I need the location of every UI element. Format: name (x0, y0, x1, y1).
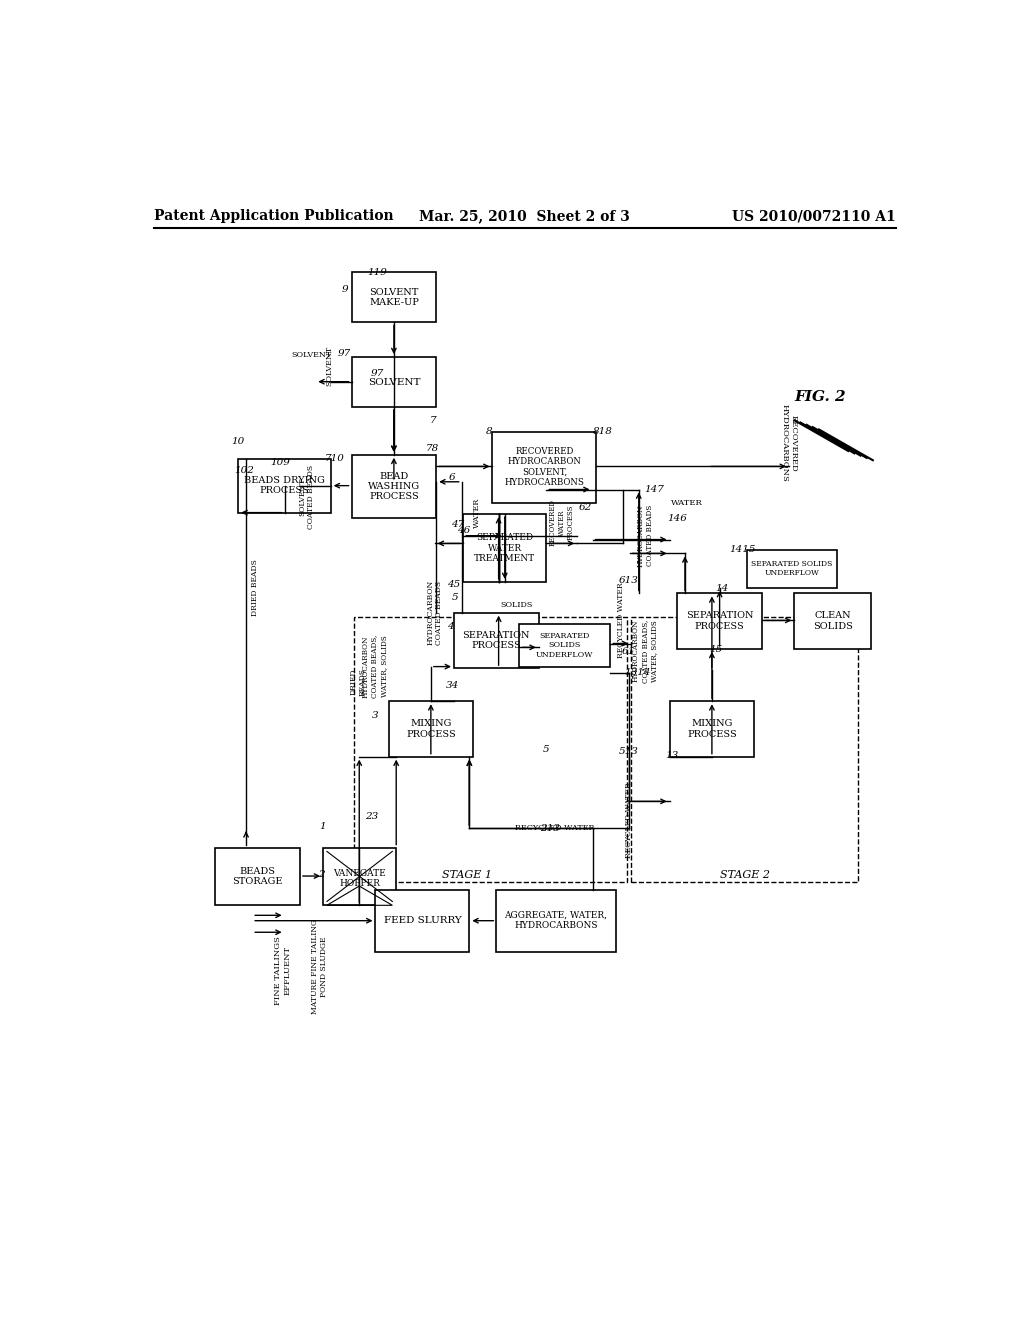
Text: SOLVENT
COATED BEADS: SOLVENT COATED BEADS (298, 465, 315, 529)
Text: 5: 5 (543, 746, 550, 754)
Bar (795, 594, 871, 649)
Bar (677, 594, 762, 649)
Text: RECYCLED WATER: RECYCLED WATER (625, 783, 633, 858)
Text: FEED SLURRY: FEED SLURRY (384, 916, 461, 925)
Text: DRIED
BEADS: DRIED BEADS (349, 668, 367, 696)
Text: WATER: WATER (473, 498, 481, 528)
Text: SEPARATED SOLIDS
UNDERFLOW: SEPARATED SOLIDS UNDERFLOW (752, 560, 833, 577)
Text: 4: 4 (446, 622, 454, 631)
Text: 10: 10 (231, 437, 245, 446)
Text: SOLVENT
MAKE-UP: SOLVENT MAKE-UP (369, 288, 419, 308)
Text: BEADS
STORAGE: BEADS STORAGE (232, 867, 283, 886)
Text: 1314: 1314 (624, 668, 650, 677)
Text: 147: 147 (644, 484, 665, 494)
Text: MIXING
PROCESS: MIXING PROCESS (406, 719, 456, 739)
Bar (493, 432, 596, 503)
Text: 5: 5 (453, 593, 459, 602)
Text: 97: 97 (338, 348, 351, 358)
Text: HYDROCARBON
COATED BEADS,
WATER, SOLIDS: HYDROCARBON COATED BEADS, WATER, SOLIDS (361, 635, 388, 698)
Bar (239, 459, 331, 512)
Text: SEPARATION
PROCESS: SEPARATION PROCESS (463, 631, 530, 651)
Text: WATER: WATER (672, 499, 703, 507)
Text: 710: 710 (325, 454, 344, 463)
Text: 62: 62 (579, 503, 592, 512)
Text: 47: 47 (452, 520, 465, 529)
Text: 46: 46 (457, 525, 470, 535)
Text: HYDROCARBON
COATED BEADS,
WATER, SOLIDS: HYDROCARBON COATED BEADS, WATER, SOLIDS (632, 619, 658, 682)
Text: MIXING
PROCESS: MIXING PROCESS (687, 719, 737, 739)
Text: 613: 613 (618, 576, 639, 585)
Text: SOLVENT: SOLVENT (368, 378, 420, 387)
Bar (354, 616, 628, 882)
Text: HYDROCARBON
COATED BEADS: HYDROCARBON COATED BEADS (636, 504, 653, 566)
Text: 119: 119 (367, 268, 387, 277)
Text: 1415: 1415 (729, 545, 756, 554)
Text: SEPARATED
WATER
TREATMENT: SEPARATED WATER TREATMENT (474, 533, 536, 562)
Bar (376, 890, 469, 952)
Text: FINE TAILINGS
EFFLUENT: FINE TAILINGS EFFLUENT (274, 936, 292, 1006)
Text: MATURE FINE TAILING
POND SLUDGE: MATURE FINE TAILING POND SLUDGE (310, 920, 328, 1014)
Bar (519, 624, 610, 667)
Text: SOLVENT: SOLVENT (292, 351, 332, 359)
Bar (351, 358, 436, 407)
Text: FIG. 2: FIG. 2 (794, 391, 846, 404)
Bar (351, 272, 436, 322)
Text: 78: 78 (426, 445, 439, 453)
Text: STAGE 1: STAGE 1 (442, 870, 493, 879)
Bar (746, 549, 838, 589)
Text: BEAD
WASHING
PROCESS: BEAD WASHING PROCESS (368, 471, 420, 502)
Text: 15: 15 (710, 645, 722, 655)
Bar (497, 890, 615, 952)
Text: 3: 3 (372, 710, 379, 719)
Text: 61: 61 (623, 647, 635, 656)
Bar (215, 847, 300, 906)
Text: 2: 2 (318, 870, 325, 879)
Text: BEADS DRYING
PROCESS: BEADS DRYING PROCESS (244, 477, 325, 495)
Text: 213: 213 (541, 824, 560, 833)
Text: SOLVENT: SOLVENT (326, 346, 333, 387)
Text: Mar. 25, 2010  Sheet 2 of 3: Mar. 25, 2010 Sheet 2 of 3 (420, 209, 630, 223)
Text: RECOVERED
WATER
PROCESS: RECOVERED WATER PROCESS (549, 499, 574, 546)
Text: AGGREGATE, WATER,
HYDROCARBONS: AGGREGATE, WATER, HYDROCARBONS (505, 911, 607, 931)
Text: 8: 8 (486, 428, 493, 436)
Text: RECYCLED WATER: RECYCLED WATER (515, 824, 595, 833)
Text: SEPARATED
SOLIDS
UNDERFLOW: SEPARATED SOLIDS UNDERFLOW (537, 632, 594, 659)
Text: SOLIDS: SOLIDS (500, 601, 532, 609)
Text: VANEGATE
HOPPER: VANEGATE HOPPER (333, 869, 386, 888)
Text: Patent Application Publication: Patent Application Publication (154, 209, 393, 223)
Bar (454, 612, 539, 668)
Bar (323, 847, 396, 906)
Text: 97: 97 (371, 370, 384, 379)
Text: HYDROCARBON
COATED BEADS: HYDROCARBON COATED BEADS (426, 579, 443, 645)
Text: 109: 109 (270, 458, 291, 467)
Bar (463, 515, 547, 582)
Text: RECYCLED WATER: RECYCLED WATER (617, 582, 625, 659)
Text: 102: 102 (233, 466, 254, 475)
Text: 6: 6 (450, 474, 456, 482)
Text: 34: 34 (445, 681, 459, 690)
Text: 14: 14 (716, 583, 728, 593)
Text: 818: 818 (593, 428, 612, 436)
Text: 1: 1 (319, 822, 327, 832)
Text: DRIED BEADS: DRIED BEADS (251, 560, 259, 616)
Text: RECOVERED
HYDROCARBON
SOLVENT,
HYDROCARBONS: RECOVERED HYDROCARBON SOLVENT, HYDROCARB… (505, 447, 585, 487)
Bar (631, 616, 858, 882)
Text: 23: 23 (365, 812, 378, 821)
Bar (351, 455, 436, 517)
Bar (388, 701, 473, 756)
Text: CLEAN
SOLIDS: CLEAN SOLIDS (813, 611, 853, 631)
Text: US 2010/0072110 A1: US 2010/0072110 A1 (732, 209, 896, 223)
Text: 45: 45 (447, 579, 461, 589)
Text: RECOVERED
HYDROCARBONS: RECOVERED HYDROCARBONS (780, 404, 798, 482)
Text: 7: 7 (430, 416, 436, 425)
Text: 146: 146 (668, 515, 687, 523)
Text: 9: 9 (341, 285, 348, 294)
Bar (670, 701, 755, 756)
Text: STAGE 2: STAGE 2 (720, 870, 770, 879)
Text: 13: 13 (666, 751, 679, 759)
Text: 513: 513 (618, 747, 639, 756)
Text: SEPARATION
PROCESS: SEPARATION PROCESS (686, 611, 754, 631)
